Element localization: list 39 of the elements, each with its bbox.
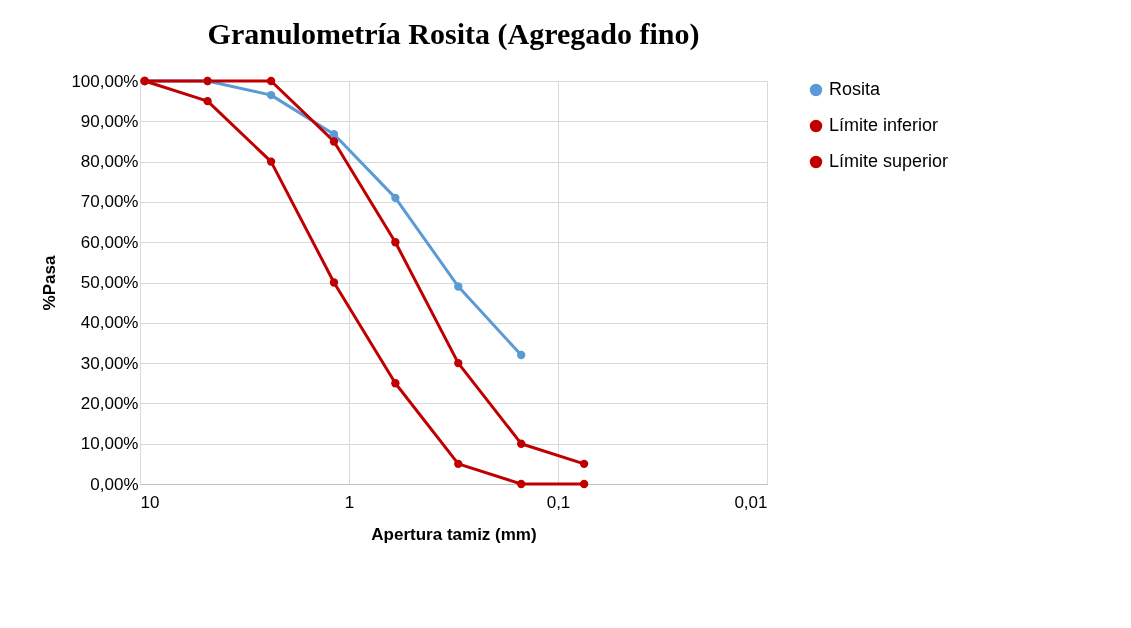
y-tick-label: 70,00%	[80, 192, 139, 212]
x-tick-label: 0,1	[546, 492, 571, 512]
point	[329, 278, 339, 287]
y-tick-label: 80,00%	[80, 152, 139, 172]
point	[329, 137, 339, 146]
point	[266, 76, 276, 86]
x-tick-label: 10	[140, 492, 160, 512]
point	[454, 358, 463, 368]
x-axis-title: Apertura tamiz (mm)	[371, 524, 537, 544]
point	[454, 282, 463, 291]
x-tick-label: 1	[344, 492, 355, 512]
x-tick-label: 0,01	[734, 492, 768, 512]
point	[266, 90, 276, 100]
point	[517, 439, 526, 448]
point	[391, 379, 400, 388]
y-tick-label: 30,00%	[80, 353, 139, 373]
point	[517, 479, 526, 489]
point	[391, 238, 400, 247]
point	[579, 459, 589, 469]
y-tick-label: 10,00%	[80, 434, 139, 454]
legend-label: Límite superior	[829, 151, 949, 171]
point	[579, 479, 589, 489]
point	[203, 96, 212, 106]
point	[329, 130, 339, 139]
chart-title: Granulometría Rosita (Agregado fino)	[207, 17, 700, 51]
y-tick-label: 40,00%	[80, 313, 139, 333]
point	[266, 157, 276, 166]
y-tick-label: 50,00%	[80, 273, 139, 292]
legend-label: Rosita	[829, 79, 882, 99]
y-axis-title: %Pasa	[40, 255, 60, 311]
point	[391, 193, 400, 203]
legend-label: Límite inferior	[829, 115, 939, 135]
y-tick-label: 0,00%	[90, 474, 139, 494]
y-tick-label: 100,00%	[71, 71, 139, 91]
point	[454, 459, 463, 469]
y-tick-label: 60,00%	[80, 232, 139, 252]
y-tick-label: 90,00%	[80, 111, 139, 131]
point	[517, 350, 526, 360]
y-tick-label: 20,00%	[80, 393, 139, 413]
